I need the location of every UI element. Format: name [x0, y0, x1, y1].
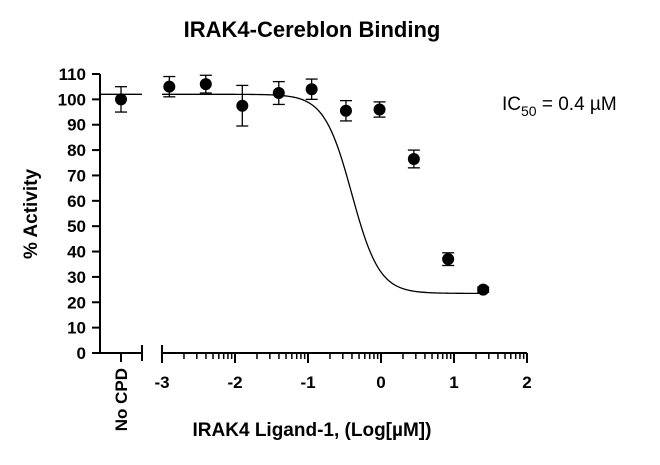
y-tick-label: 30: [67, 268, 86, 287]
x-tick-label: -2: [227, 373, 242, 392]
data-point: [272, 87, 285, 100]
y-tick-label: 40: [67, 243, 86, 262]
data-point: [236, 99, 249, 112]
y-tick-label: 80: [67, 141, 86, 160]
x-tick-label: -1: [300, 373, 315, 392]
y-tick-label: 10: [67, 319, 86, 338]
data-point: [163, 80, 176, 93]
y-axis-ticks: 0 10 20 30 40 50 60 70 80 90 100 110: [58, 65, 100, 363]
ic50-prefix: IC: [502, 94, 521, 115]
data-point: [477, 283, 490, 296]
chart-title: IRAK4-Cereblon Binding: [184, 17, 441, 42]
x-tick-label-control: No CPD: [112, 368, 131, 431]
x-tick-label: 2: [522, 373, 531, 392]
y-tick-label: 0: [77, 344, 86, 363]
x-axis-label: IRAK4 Ligand-1, (Log[µM]): [193, 420, 432, 441]
data-point: [407, 152, 420, 165]
data-points: [115, 74, 490, 296]
y-tick-label: 90: [67, 116, 86, 135]
y-axis-label: % Activity: [21, 169, 42, 260]
x-tick-label: -3: [154, 373, 169, 392]
y-tick-label: 110: [59, 65, 86, 84]
y-tick-label: 20: [67, 293, 86, 312]
x-tick-label: 1: [449, 373, 458, 392]
x-axis-ticks: -3 -2 -1 0 1 2: [154, 353, 532, 392]
data-point: [373, 103, 386, 116]
x-tick-label: 0: [376, 373, 385, 392]
y-tick-label: 70: [67, 166, 86, 185]
data-point: [442, 253, 455, 266]
data-point: [199, 78, 212, 91]
fit-curve: [162, 93, 484, 295]
data-point: [305, 83, 318, 96]
ic50-subscript: 50: [521, 103, 537, 119]
y-tick-label: 50: [67, 217, 86, 236]
data-point: [339, 104, 352, 117]
ic50-value: = 0.4 µM: [537, 94, 617, 115]
y-tick-label: 60: [67, 192, 86, 211]
data-point: [115, 93, 127, 106]
y-tick-label: 100: [58, 90, 86, 109]
ic50-annotation: IC50 = 0.4 µM: [502, 94, 617, 119]
